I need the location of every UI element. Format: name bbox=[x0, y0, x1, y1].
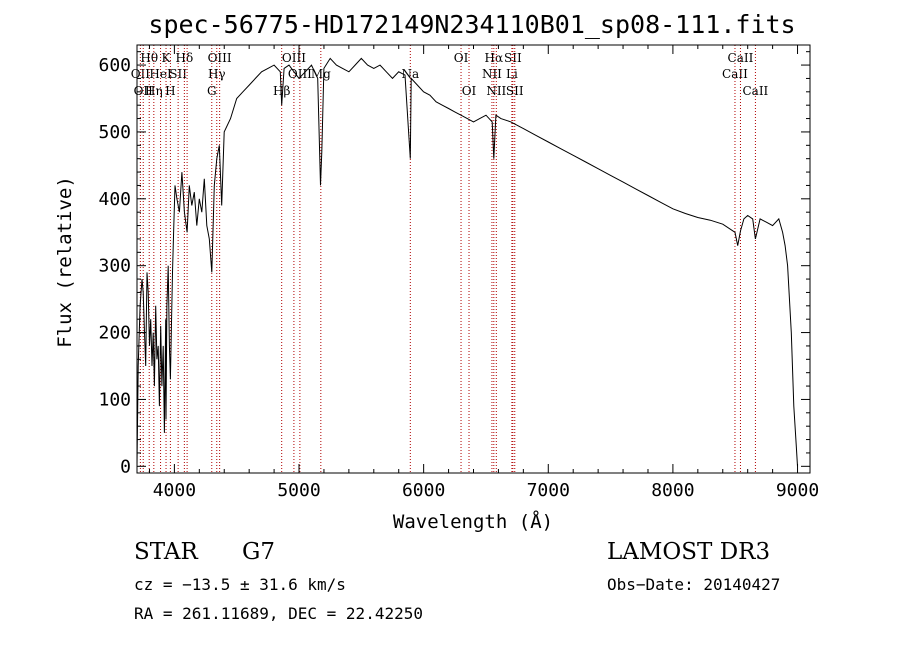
spectral-line-label-6: H bbox=[165, 84, 175, 98]
spectral-line-label-22: NII bbox=[486, 84, 506, 98]
y-tick-label-100: 100 bbox=[98, 389, 131, 410]
spectral-line-label-28: CaII bbox=[742, 84, 768, 98]
spectral-line-label-23: SII bbox=[504, 51, 522, 65]
spectral-line-label-16: Mg bbox=[311, 67, 331, 81]
chart-title: spec-56775-HD172149N234110B01_sp08-111.f… bbox=[148, 10, 795, 39]
spectral-line-label-10: G bbox=[207, 84, 217, 98]
x-tick-label-8000: 8000 bbox=[651, 480, 694, 501]
spectral-line-label-12: OIII bbox=[208, 51, 232, 65]
spectral-line-label-18: OI bbox=[454, 51, 469, 65]
y-tick-label-300: 300 bbox=[98, 256, 131, 277]
spectral-line-label-27: CaII bbox=[728, 51, 754, 65]
spectral-line-label-14: OIII bbox=[282, 51, 306, 65]
object-subclass: G7 bbox=[242, 539, 275, 565]
spectral-line-label-21: Hα bbox=[485, 51, 504, 65]
spectral-line-label-20: NII bbox=[482, 67, 502, 81]
x-tick-label-9000: 9000 bbox=[776, 480, 819, 501]
y-tick-label-600: 600 bbox=[98, 55, 131, 76]
flux-series bbox=[136, 57, 798, 467]
y-axis: 0 100 200 300 400 500 600 bbox=[98, 51, 810, 477]
spectral-line-label-13: Hβ bbox=[273, 84, 290, 98]
x-tick-label-7000: 7000 bbox=[527, 480, 570, 501]
obs-date-text: Obs−Date: 20140427 bbox=[607, 575, 780, 594]
x-tick-label-6000: 6000 bbox=[402, 480, 445, 501]
x-axis: 4000 5000 6000 7000 8000 9000 bbox=[148, 45, 819, 501]
y-axis-title: Flux (relative) bbox=[54, 176, 76, 348]
spectral-line-label-24: Li bbox=[506, 67, 518, 81]
spectral-line-label-11: Hγ bbox=[208, 67, 226, 81]
y-tick-label-400: 400 bbox=[98, 189, 131, 210]
x-axis-title: Wavelength (Å) bbox=[393, 510, 553, 533]
spectral-line-label-7: SII bbox=[169, 67, 187, 81]
redshift-text: cz = −13.5 ± 31.6 km/s bbox=[134, 575, 346, 594]
spectral-line-label-8: Hδ bbox=[176, 51, 194, 65]
spectral-line-label-5: K bbox=[162, 51, 172, 65]
spectral-line-label-26: CaII bbox=[722, 67, 748, 81]
object-class: STAR bbox=[134, 539, 198, 565]
series-line-flux bbox=[136, 57, 798, 467]
x-tick-label-5000: 5000 bbox=[277, 480, 320, 501]
spectral-line-label-4: HeI bbox=[149, 67, 172, 81]
coordinates-text: RA = 261.11689, DEC = 22.42250 bbox=[134, 604, 423, 623]
y-tick-label-500: 500 bbox=[98, 122, 131, 143]
spectral-line-label-2: Hθ bbox=[140, 51, 158, 65]
spectral-line-label-0: OII bbox=[131, 67, 151, 81]
y-tick-label-0: 0 bbox=[120, 456, 131, 477]
x-tick-label-4000: 4000 bbox=[153, 480, 196, 501]
plot-frame bbox=[136, 44, 811, 474]
spectral-line-label-17: Na bbox=[401, 67, 419, 81]
y-tick-label-200: 200 bbox=[98, 323, 131, 344]
spectral-line-label-1: OII bbox=[134, 84, 154, 98]
spectral-line-label-19: OI bbox=[462, 84, 477, 98]
spectral-line-label-25: SII bbox=[506, 84, 524, 98]
spectral-line-label-3: Hη bbox=[145, 84, 163, 98]
survey-name: LAMOST DR3 bbox=[607, 539, 770, 565]
